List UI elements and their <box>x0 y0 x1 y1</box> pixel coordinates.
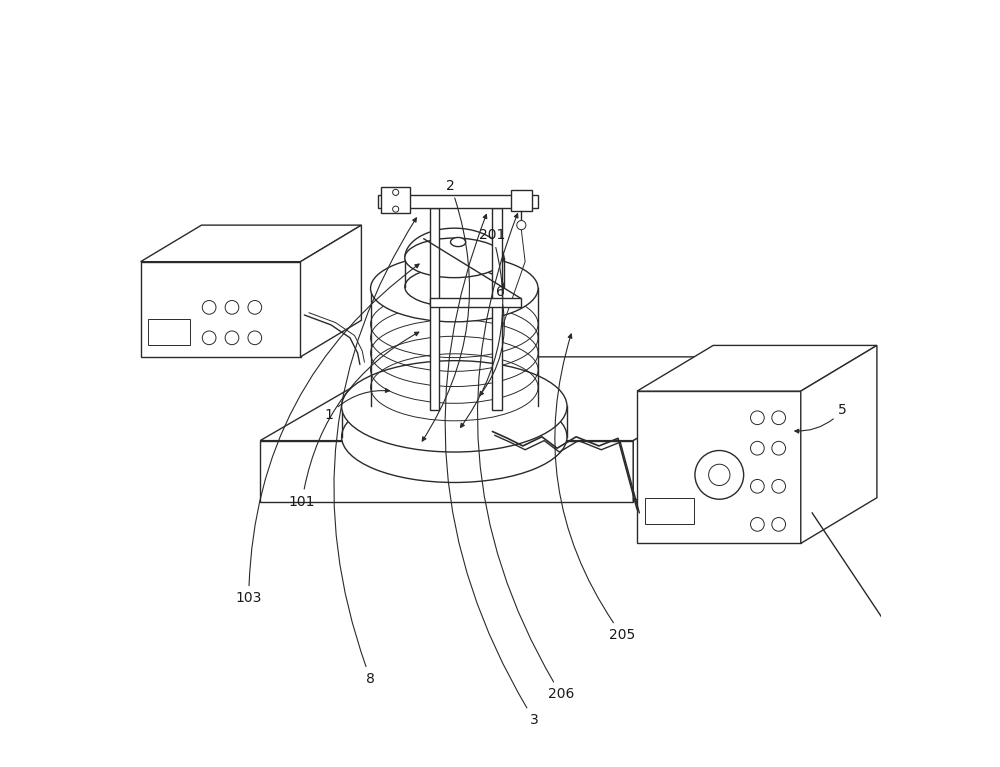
Circle shape <box>393 189 399 196</box>
Polygon shape <box>637 345 877 391</box>
Polygon shape <box>141 225 361 262</box>
Text: 1: 1 <box>324 389 389 423</box>
Circle shape <box>772 411 786 425</box>
Polygon shape <box>378 195 538 209</box>
Circle shape <box>772 441 786 455</box>
Ellipse shape <box>371 255 538 322</box>
Text: 206: 206 <box>477 214 574 701</box>
Polygon shape <box>260 357 778 440</box>
Text: 8: 8 <box>334 218 416 686</box>
Ellipse shape <box>451 238 466 247</box>
Text: 201: 201 <box>460 228 506 427</box>
Text: 6: 6 <box>480 285 504 396</box>
Circle shape <box>751 441 764 455</box>
Polygon shape <box>637 391 801 543</box>
Circle shape <box>248 331 262 344</box>
Polygon shape <box>371 288 538 407</box>
Ellipse shape <box>405 267 504 307</box>
Circle shape <box>202 331 216 344</box>
Polygon shape <box>381 187 410 213</box>
Text: 101: 101 <box>289 332 419 509</box>
Circle shape <box>695 450 744 499</box>
Text: 5: 5 <box>795 403 847 433</box>
Circle shape <box>772 518 786 532</box>
Polygon shape <box>801 345 877 543</box>
Polygon shape <box>260 440 633 502</box>
Polygon shape <box>430 209 439 410</box>
Circle shape <box>751 411 764 425</box>
Text: 205: 205 <box>555 334 635 642</box>
Circle shape <box>393 206 399 212</box>
Circle shape <box>225 301 239 314</box>
Ellipse shape <box>371 373 538 439</box>
Polygon shape <box>511 190 532 212</box>
Circle shape <box>517 221 526 229</box>
Circle shape <box>225 331 239 344</box>
Ellipse shape <box>405 238 504 278</box>
Ellipse shape <box>342 360 567 452</box>
Polygon shape <box>342 407 567 436</box>
Ellipse shape <box>342 391 567 482</box>
Polygon shape <box>148 319 190 345</box>
Polygon shape <box>492 209 502 410</box>
Circle shape <box>751 479 764 493</box>
Polygon shape <box>405 258 504 287</box>
Circle shape <box>772 479 786 493</box>
Polygon shape <box>141 262 301 357</box>
Polygon shape <box>645 498 694 525</box>
Text: 2: 2 <box>422 179 470 441</box>
Polygon shape <box>633 357 778 502</box>
Circle shape <box>751 518 764 532</box>
Polygon shape <box>430 298 521 308</box>
Polygon shape <box>301 225 361 357</box>
Text: 103: 103 <box>236 264 419 605</box>
Circle shape <box>202 301 216 314</box>
Text: 3: 3 <box>445 215 539 727</box>
Circle shape <box>709 464 730 486</box>
Circle shape <box>248 301 262 314</box>
